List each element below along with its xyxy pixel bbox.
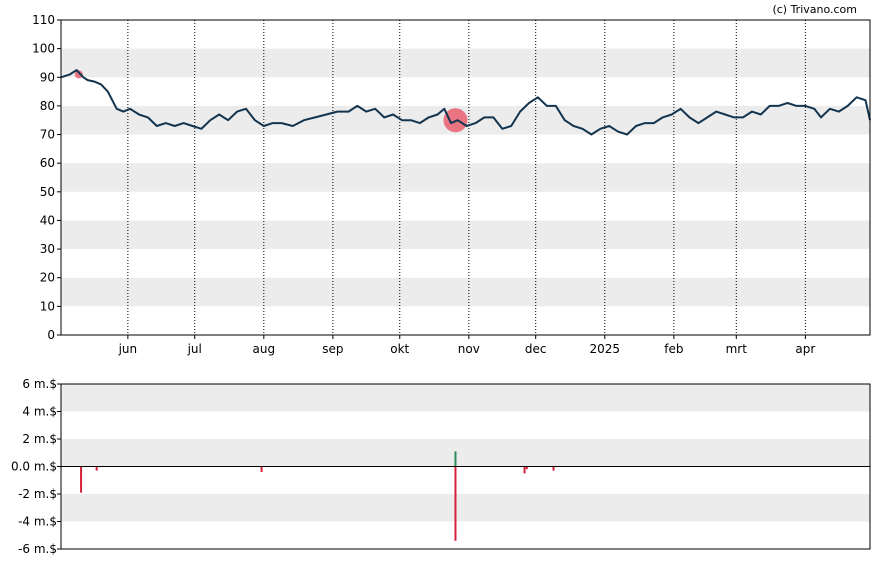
price-x-tick-label: 2025 <box>590 342 621 356</box>
volume-band <box>61 439 870 467</box>
price-band <box>61 277 870 307</box>
price-x-tick-label: apr <box>795 342 815 356</box>
volume-chart-bands <box>61 384 870 522</box>
price-y-tick-label: 70 <box>40 128 55 142</box>
price-x-tick-label: jul <box>187 342 202 356</box>
price-y-tick-label: 0 <box>47 328 55 342</box>
volume-y-tick-label: -4 m.$ <box>18 515 57 529</box>
price-chart-frame <box>60 19 871 336</box>
price-series-line <box>60 69 871 136</box>
price-y-tick-label: 100 <box>32 42 55 56</box>
price-y-tick-label: 110 <box>32 13 55 27</box>
price-x-tick-label: mrt <box>726 342 748 356</box>
volume-band <box>61 494 870 522</box>
price-x-tick-label: okt <box>390 342 409 356</box>
volume-y-tick-label: 2 m.$ <box>22 432 57 446</box>
price-x-tick-label: feb <box>664 342 683 356</box>
price-y-tick-label: 10 <box>40 299 55 313</box>
price-band <box>61 220 870 250</box>
volume-chart-frame <box>60 383 871 550</box>
price-chart: 0 10 20 30 40 50 60 70 80 90 100 110 jun jul aug sep ok… <box>32 13 871 356</box>
volume-chart: 6 m.$ 4 m.$ 2 m.$ 0.0 m.$ -2 m.$ -4 m.$ -6 m.$ <box>11 377 871 556</box>
event-marker-small <box>74 70 83 79</box>
volume-y-tick-label: 0.0 m.$ <box>11 460 57 474</box>
price-chart-y-axis: 0 10 20 30 40 50 60 70 80 90 100 110 <box>32 13 61 342</box>
price-y-tick-label: 20 <box>40 271 55 285</box>
price-x-tick-label: dec <box>525 342 547 356</box>
price-y-tick-label: 80 <box>40 99 55 113</box>
price-x-tick-label: nov <box>458 342 480 356</box>
price-x-tick-label: sep <box>322 342 343 356</box>
volume-y-tick-label: -2 m.$ <box>18 487 57 501</box>
volume-y-tick-label: -6 m.$ <box>18 542 57 556</box>
price-y-tick-label: 90 <box>40 70 55 84</box>
price-band <box>61 163 870 192</box>
price-x-tick-label: aug <box>253 342 276 356</box>
price-y-tick-label: 40 <box>40 213 55 227</box>
price-chart-bands <box>61 48 870 307</box>
volume-y-tick-label: 4 m.$ <box>22 405 57 419</box>
price-band <box>61 48 870 78</box>
volume-y-tick-label: 6 m.$ <box>22 377 57 391</box>
price-y-tick-label: 30 <box>40 242 55 256</box>
price-x-tick-label: jun <box>118 342 138 356</box>
price-y-tick-label: 50 <box>40 185 55 199</box>
volume-band <box>61 384 870 412</box>
price-chart-x-axis: jun jul aug sep okt nov dec 2025 feb mrt apr <box>118 335 815 356</box>
credit-label: (c) Trivano.com <box>772 3 857 16</box>
volume-chart-y-axis: 6 m.$ 4 m.$ 2 m.$ 0.0 m.$ -2 m.$ -4 m.$ -6 m.$ <box>11 377 61 556</box>
price-y-tick-label: 60 <box>40 156 55 170</box>
